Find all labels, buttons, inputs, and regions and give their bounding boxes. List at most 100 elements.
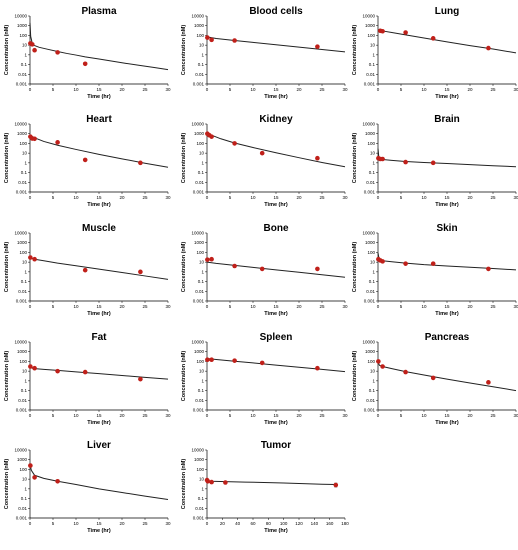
observed-point [205,357,210,363]
panel-bone: Bone 0.001 0.01 0.1 1 10 100 1000 10000 0 5 10 15 20 2… [181,223,348,317]
y-tick-label: 0.1 [21,279,28,284]
y-tick-label: 1 [24,486,27,491]
chart-title: Blood cells [249,6,303,17]
observed-point [430,261,436,266]
y-tick-label: 1000 [365,240,376,245]
y-tick-label: 10000 [14,14,27,19]
x-tick-label: 20 [467,304,473,309]
x-tick-label: 25 [490,195,496,200]
x-tick-label: 5 [229,87,232,92]
x-tick-label: 0 [377,413,380,418]
x-tick-label: 0 [377,195,380,200]
model-line [377,148,517,168]
x-tick-label: 15 [273,87,279,92]
observed-point [380,156,385,162]
y-axis-label: Concentration (nM) [4,351,10,402]
observed-point [380,364,385,369]
y-tick-label: 0.01 [195,398,204,403]
x-tick-label: 10 [421,195,427,200]
panel-liver: Liver 0.001 0.01 0.1 1 10 100 1000 10000 0 5 10 15 20… [4,440,171,534]
x-tick-label: 0 [29,521,32,526]
y-tick-label: 0.1 [369,388,376,393]
x-tick-label: 5 [52,87,55,92]
y-tick-label: 10 [370,260,376,265]
y-tick-label: 100 [196,359,204,364]
observed-point [30,42,35,47]
y-axis-label: Concentration (nM) [352,133,358,184]
model-line [377,29,517,54]
y-tick-label: 10 [199,369,205,374]
observed-point [232,141,237,146]
x-tick-label: 10 [250,87,256,92]
y-tick-label: 1 [201,269,204,274]
observed-point [28,255,33,260]
observed-point [376,359,381,364]
y-tick-label: 0.1 [21,388,28,393]
chart-title: Lung [435,6,459,17]
y-tick-label: 10000 [362,340,375,345]
x-axis-label: Time (hr) [87,94,111,100]
y-tick-label: 0.01 [366,72,375,77]
x-tick-label: 30 [342,195,348,200]
x-tick-label: 30 [342,304,348,309]
x-tick-label: 100 [280,521,288,526]
x-tick-label: 20 [119,195,125,200]
y-tick-label: 0.001 [193,190,205,195]
x-tick-label: 0 [206,521,209,526]
y-tick-label: 1 [24,378,27,383]
y-tick-label: 1000 [365,131,376,136]
x-axis-label: Time (hr) [87,311,111,317]
y-tick-label: 10 [22,477,28,482]
observed-point [430,375,436,381]
x-tick-label: 25 [490,87,496,92]
y-tick-label: 0.01 [18,398,27,403]
y-tick-label: 0.1 [369,279,376,284]
y-axis-label: Concentration (nM) [181,25,187,76]
x-axis-label: Time (hr) [435,94,459,100]
y-tick-label: 10 [370,43,376,48]
observed-point [82,267,88,273]
x-tick-label: 20 [119,521,125,526]
y-tick-label: 1 [372,160,375,165]
y-tick-label: 100 [19,250,27,255]
y-tick-label: 100 [19,141,27,146]
observed-point [138,376,143,382]
observed-point [209,479,214,485]
y-axis-label: Concentration (nM) [4,25,10,76]
x-tick-label: 20 [467,195,473,200]
y-tick-label: 10 [22,43,28,48]
x-tick-label: 0 [377,304,380,309]
y-tick-label: 100 [196,467,204,472]
observed-point [55,50,60,55]
y-tick-label: 1000 [194,23,205,28]
x-tick-label: 0 [206,87,209,92]
y-tick-label: 0.001 [364,408,376,413]
x-tick-label: 30 [513,413,518,418]
y-tick-label: 0.001 [364,299,376,304]
y-tick-label: 100 [19,33,27,38]
y-tick-label: 1000 [194,131,205,136]
observed-point [333,482,339,488]
y-tick-label: 10000 [191,14,204,19]
observed-point [55,368,60,374]
x-axis-label: Time (hr) [264,420,288,426]
observed-point [32,47,37,53]
x-tick-label: 10 [421,87,427,92]
y-tick-label: 10000 [14,231,27,236]
y-tick-label: 0.001 [16,82,28,87]
observed-point [82,61,88,67]
panel-spleen: Spleen 0.001 0.01 0.1 1 10 100 1000 10000 0 5 10 15 2… [181,332,348,426]
panel-brain: Brain 0.001 0.01 0.1 1 10 100 1000 10000 0 5 10 15 20… [352,114,518,208]
y-tick-label: 1000 [365,23,376,28]
x-tick-label: 0 [206,304,209,309]
y-tick-label: 0.001 [193,82,205,87]
observed-point [209,134,214,139]
x-tick-label: 120 [295,521,303,526]
x-tick-label: 30 [342,413,348,418]
y-tick-label: 1000 [365,349,376,354]
y-tick-label: 0.01 [366,289,375,294]
x-tick-label: 0 [29,413,32,418]
observed-point [232,358,237,363]
observed-point [430,160,436,166]
x-tick-label: 10 [73,195,79,200]
